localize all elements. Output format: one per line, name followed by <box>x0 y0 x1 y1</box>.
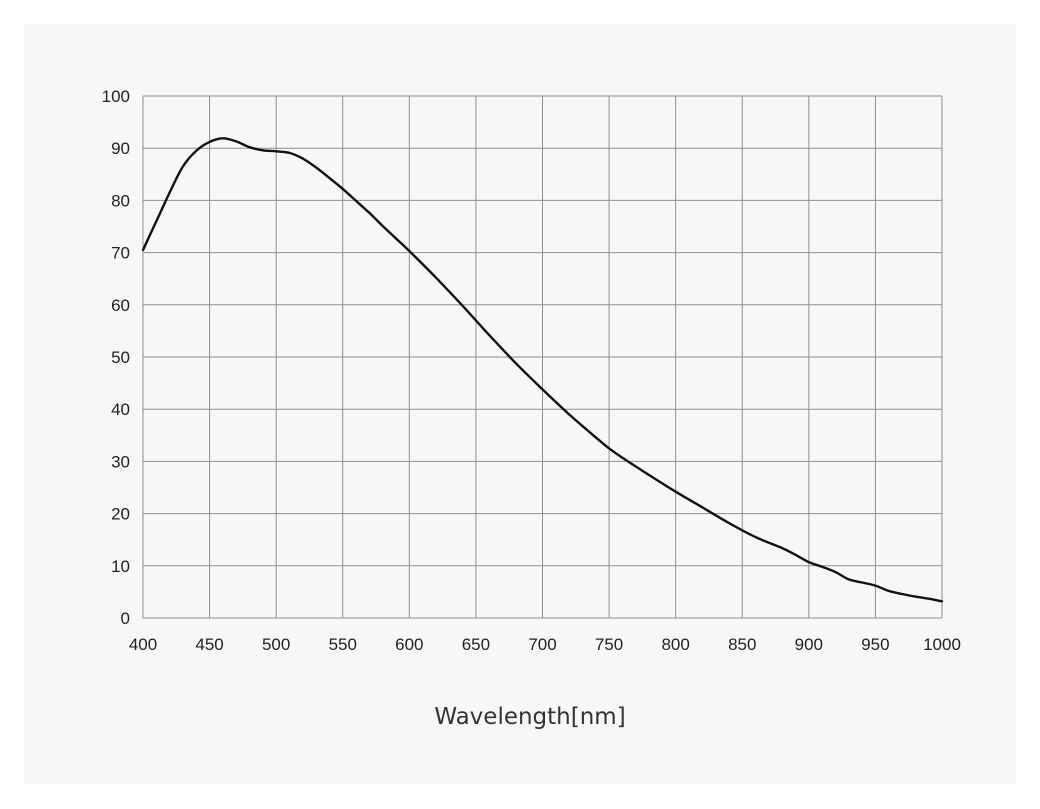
y-tick-label-40: 40 <box>111 400 130 419</box>
y-tick-label-0: 0 <box>121 609 130 628</box>
x-tick-label-800: 800 <box>661 635 689 654</box>
x-tick-labels: 400 450 500 550 600 650 700 750 800 850 900 950 1000 <box>129 635 961 654</box>
y-tick-label-90: 90 <box>111 139 130 158</box>
x-tick-label-600: 600 <box>395 635 423 654</box>
y-tick-label-80: 80 <box>111 191 130 210</box>
x-axis-title: Wavelength[nm] <box>434 704 625 730</box>
x-tick-label-500: 500 <box>262 635 290 654</box>
series-line-0 <box>141 137 944 603</box>
x-tick-label-700: 700 <box>528 635 556 654</box>
y-tick-label-100: 100 <box>102 87 130 106</box>
y-tick-labels: 0 10 20 30 40 50 60 70 80 90 100 <box>102 87 130 628</box>
x-tick-label-900: 900 <box>795 635 823 654</box>
series-layer <box>141 137 944 603</box>
y-tick-label-10: 10 <box>111 557 130 576</box>
chart-background <box>24 24 1016 784</box>
x-tick-label-950: 950 <box>861 635 889 654</box>
x-tick-label-400: 400 <box>129 635 157 654</box>
x-tick-label-650: 650 <box>462 635 490 654</box>
x-tick-label-450: 450 <box>195 635 223 654</box>
grid <box>142 95 943 619</box>
x-tick-label-550: 550 <box>329 635 357 654</box>
y-tick-label-70: 70 <box>111 244 130 263</box>
y-tick-label-50: 50 <box>111 348 130 367</box>
y-tick-label-20: 20 <box>111 505 130 524</box>
x-tick-label-850: 850 <box>728 635 756 654</box>
y-tick-label-60: 60 <box>111 296 130 315</box>
x-tick-label-1000: 1000 <box>923 635 961 654</box>
x-tick-label-750: 750 <box>595 635 623 654</box>
y-tick-label-30: 30 <box>111 452 130 471</box>
